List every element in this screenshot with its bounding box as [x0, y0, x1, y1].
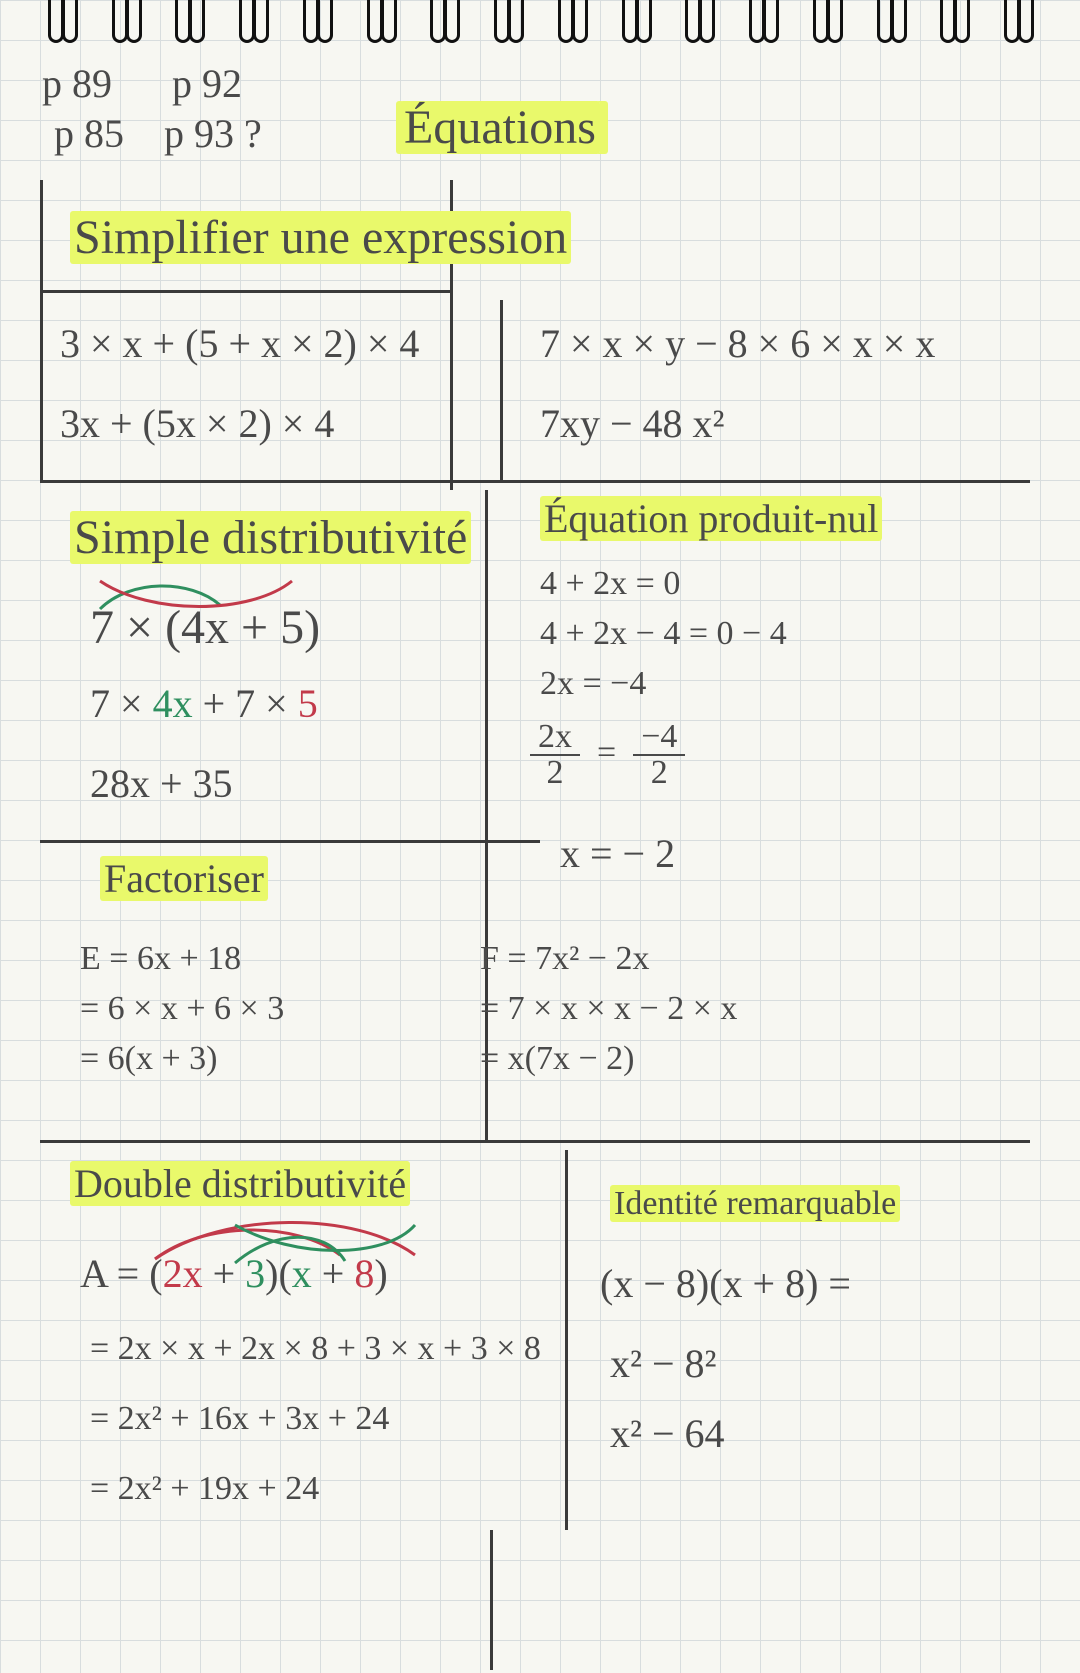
page-ref: p 93 ?	[164, 110, 262, 157]
page-title: Équations	[400, 100, 600, 155]
expr: 4 + 2x − 4 = 0 − 4	[540, 615, 787, 653]
page-ref: p 89	[42, 60, 112, 107]
page-ref: p 92	[172, 60, 242, 107]
expr: 3x + (5x × 2) × 4	[60, 400, 334, 447]
expr: = 2x² + 19x + 24	[90, 1470, 319, 1508]
section-heading-factoriser: Factoriser	[100, 855, 268, 902]
expr: 7 × 4x + 7 × 5	[90, 680, 318, 727]
expr: = 7 × x × x − 2 × x	[480, 990, 737, 1028]
expr: = 2x² + 16x + 3x + 24	[90, 1400, 389, 1438]
expr: 7xy − 48 x²	[540, 400, 725, 447]
expr: 28x + 35	[90, 760, 233, 807]
page-ref: p 85	[54, 110, 124, 157]
expr: F = 7x² − 2x	[480, 940, 649, 978]
expr: (x − 8)(x + 8) =	[600, 1260, 851, 1307]
expr: x = − 2	[560, 830, 675, 877]
section-heading-double-distrib: Double distributivité	[70, 1160, 410, 1207]
expr: 2x = −4	[540, 665, 646, 703]
expr: = x(7x − 2)	[480, 1040, 635, 1078]
page: p 89 p 92 p 85 p 93 ? Équations Simplifi…	[0, 0, 1080, 1673]
expr: x² − 8²	[610, 1340, 717, 1387]
expr: 7 × x × y − 8 × 6 × x × x	[540, 320, 935, 367]
section-heading-identite: Identité remarquable	[610, 1185, 900, 1223]
expr: 3 × x + (5 + x × 2) × 4	[60, 320, 419, 367]
section-heading-simplifier: Simplifier une expression	[70, 210, 571, 265]
expr: 7 × (4x + 5)	[90, 600, 320, 655]
expr: = 6 × x + 6 × 3	[80, 990, 284, 1028]
section-heading-produit-nul: Équation produit-nul	[540, 495, 882, 542]
expr: = 2x × x + 2x × 8 + 3 × x + 3 × 8	[90, 1330, 541, 1368]
expr: E = 6x + 18	[80, 940, 241, 978]
expr: A = (2x + 3)(x + 8)	[80, 1250, 388, 1297]
spiral-binding	[0, 0, 1080, 52]
expr-fraction: 2x2 = −42	[530, 720, 685, 790]
section-heading-simple-distrib: Simple distributivité	[70, 510, 471, 565]
expr: x² − 64	[610, 1410, 725, 1457]
expr: = 6(x + 3)	[80, 1040, 218, 1078]
expr: 4 + 2x = 0	[540, 565, 680, 603]
